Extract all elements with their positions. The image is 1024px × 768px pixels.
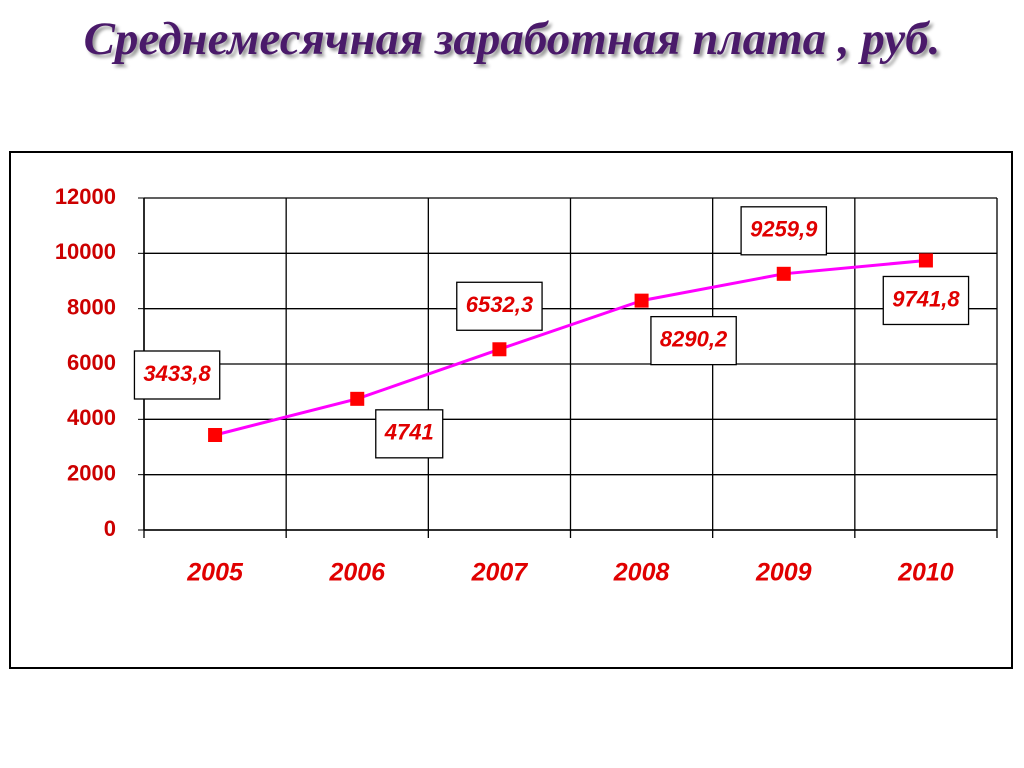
value-label: 6532,3 [466, 292, 533, 317]
chart-title: Среднемесячная заработная плата , руб. [83, 13, 941, 65]
value-label: 9741,8 [892, 286, 960, 311]
value-label-box [882, 275, 970, 326]
y-tick-label: 12000 [55, 184, 116, 209]
value-label: 4741 [384, 420, 434, 445]
value-label: 3433,8 [143, 361, 211, 386]
marker [634, 293, 649, 308]
value-label-box [133, 350, 221, 400]
value-label-box [375, 409, 444, 459]
x-tick-label: 2006 [328, 559, 386, 587]
value-label-box [650, 315, 737, 366]
y-tick-label: 10000 [55, 239, 116, 264]
line [214, 258, 927, 437]
y-tick-label: 4000 [67, 405, 116, 430]
x-tick-label: 2010 [897, 559, 954, 587]
x-tick-label: 2005 [186, 559, 244, 587]
marker [350, 391, 365, 406]
marker [492, 342, 507, 357]
x-tick-label: 2007 [471, 559, 529, 587]
y-tick-label: 6000 [67, 350, 116, 375]
value-label-box [740, 206, 828, 256]
y-tick-label: 8000 [67, 294, 116, 319]
marker [208, 427, 223, 442]
y-tick-label: 0 [104, 516, 116, 541]
value-label: 8290,2 [660, 326, 728, 351]
marker [776, 266, 791, 281]
y-tick-label: 2000 [67, 460, 116, 485]
value-label-box [456, 281, 543, 331]
value-label: 9259,9 [750, 217, 818, 242]
x-tick-label: 2009 [755, 559, 812, 587]
x-tick-label: 2008 [613, 559, 670, 587]
chart-frame [9, 151, 1013, 669]
marker [918, 253, 933, 268]
